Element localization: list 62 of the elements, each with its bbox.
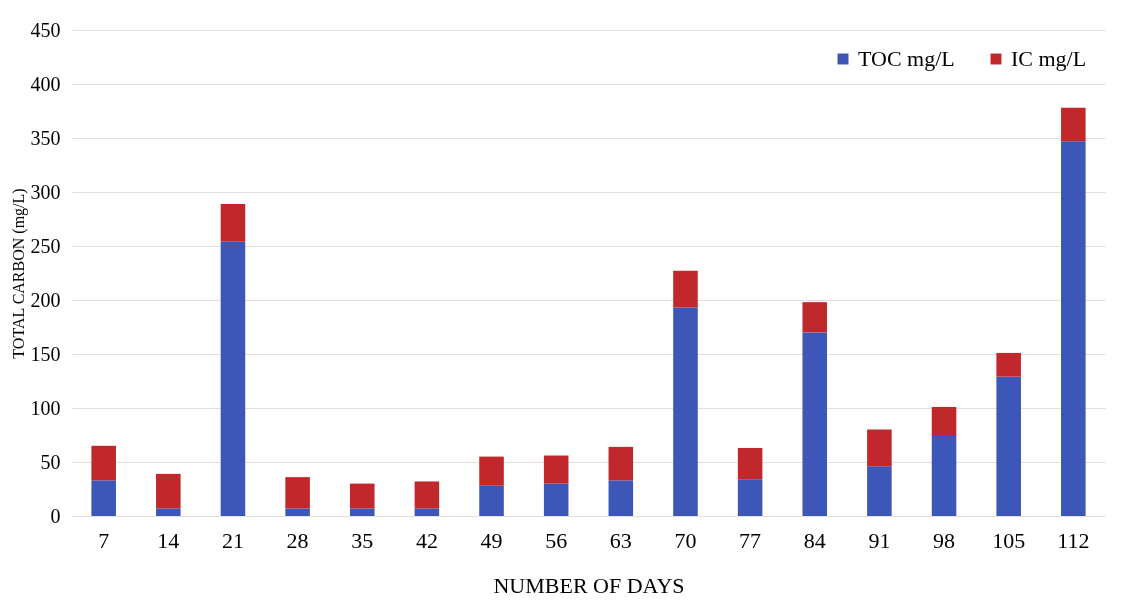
bar	[479, 485, 504, 516]
bar	[802, 332, 828, 516]
bar	[931, 435, 957, 516]
x-tick-label: 63	[609, 527, 632, 553]
x-tick-label: 84	[803, 527, 826, 553]
bar	[802, 302, 828, 333]
x-tick-label: 42	[415, 527, 438, 553]
legend-label: TOC mg/L	[858, 46, 955, 71]
bar	[673, 270, 698, 308]
y-tick-label: 0	[50, 504, 61, 527]
legend-label: IC mg/L	[1011, 46, 1087, 71]
bar	[996, 376, 1021, 516]
bar	[220, 203, 246, 242]
x-tick-label: 14	[157, 527, 180, 553]
x-tick-label: 70	[674, 527, 697, 553]
x-tick-label: 28	[286, 527, 309, 553]
y-tick-label: 300	[30, 180, 61, 203]
x-axis-title: NUMBER OF DAYS	[493, 572, 685, 598]
bar	[1061, 107, 1086, 142]
x-tick-label: 35	[351, 527, 374, 553]
y-tick-label: 400	[30, 72, 61, 95]
x-tick-label: 105	[992, 527, 1026, 553]
x-tick-label: 77	[739, 527, 762, 553]
y-tick-label: 350	[30, 126, 61, 149]
x-tick-label: 7	[98, 527, 110, 553]
bar	[414, 481, 440, 509]
bar	[91, 445, 116, 481]
bar	[996, 352, 1021, 377]
x-tick-label: 98	[933, 527, 956, 553]
bar	[285, 508, 310, 516]
bar	[349, 508, 375, 516]
x-tick-label: 56	[545, 527, 568, 553]
bar	[220, 241, 246, 516]
bar	[91, 480, 116, 516]
bar	[1061, 141, 1086, 516]
x-tick-label: 21	[221, 527, 244, 553]
x-tick-label: 112	[1057, 527, 1090, 553]
y-axis-title: TOTAL CARBON (mg/L)	[9, 188, 28, 359]
bar	[414, 508, 440, 516]
y-tick-label: 150	[30, 342, 61, 365]
bar	[737, 447, 763, 480]
y-tick-label: 450	[30, 18, 61, 41]
bar	[931, 406, 957, 435]
bar	[608, 446, 634, 481]
y-tick-label: 100	[30, 396, 61, 419]
y-tick-label: 50	[40, 450, 61, 473]
x-tick-label: 91	[868, 527, 891, 553]
bar	[867, 466, 892, 516]
bar	[543, 483, 569, 516]
bar	[543, 455, 569, 484]
bar	[349, 483, 375, 509]
bar	[608, 480, 634, 516]
y-tick-label: 250	[30, 234, 61, 257]
bar	[156, 473, 181, 509]
bar	[673, 307, 698, 516]
bar	[737, 479, 763, 516]
bar	[285, 477, 310, 509]
x-tick-label: 49	[480, 527, 503, 553]
bar	[867, 429, 892, 467]
y-tick-label: 200	[30, 288, 61, 311]
bar	[156, 508, 181, 516]
bar	[479, 456, 504, 486]
